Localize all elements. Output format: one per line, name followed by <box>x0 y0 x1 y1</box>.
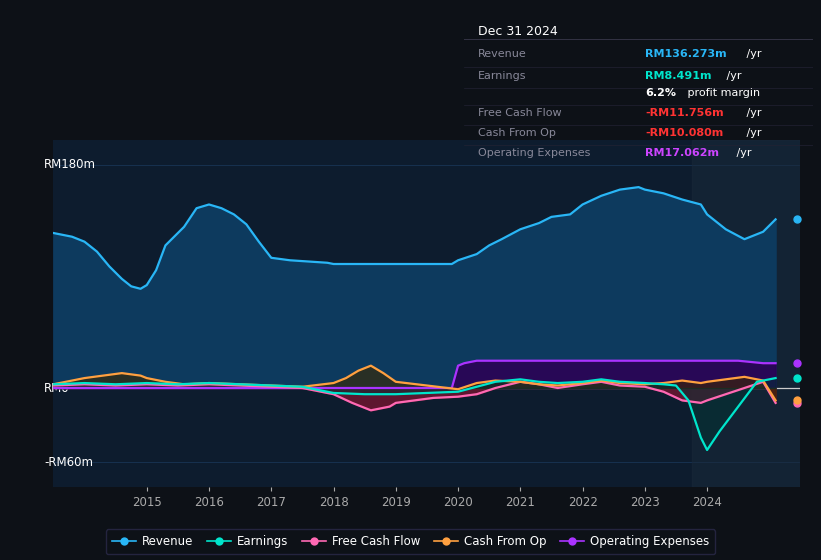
Text: RM8.491m: RM8.491m <box>645 71 712 81</box>
Text: Cash From Op: Cash From Op <box>478 128 556 138</box>
Text: /yr: /yr <box>723 71 742 81</box>
Legend: Revenue, Earnings, Free Cash Flow, Cash From Op, Operating Expenses: Revenue, Earnings, Free Cash Flow, Cash … <box>106 529 715 554</box>
Text: -RM10.080m: -RM10.080m <box>645 128 723 138</box>
Text: profit margin: profit margin <box>685 88 760 98</box>
Text: RM0: RM0 <box>44 381 70 394</box>
Text: RM136.273m: RM136.273m <box>645 49 727 59</box>
Text: /yr: /yr <box>743 128 762 138</box>
Text: Free Cash Flow: Free Cash Flow <box>478 108 562 118</box>
Text: /yr: /yr <box>743 49 762 59</box>
Text: -RM11.756m: -RM11.756m <box>645 108 724 118</box>
Text: 6.2%: 6.2% <box>645 88 677 98</box>
Text: RM180m: RM180m <box>44 158 96 171</box>
Text: /yr: /yr <box>733 148 752 158</box>
Text: Earnings: Earnings <box>478 71 526 81</box>
Text: Dec 31 2024: Dec 31 2024 <box>478 25 557 38</box>
Text: RM17.062m: RM17.062m <box>645 148 719 158</box>
Bar <box>691 140 800 487</box>
Text: Revenue: Revenue <box>478 49 526 59</box>
Text: -RM60m: -RM60m <box>44 456 93 469</box>
Text: Operating Expenses: Operating Expenses <box>478 148 590 158</box>
Text: /yr: /yr <box>743 108 762 118</box>
